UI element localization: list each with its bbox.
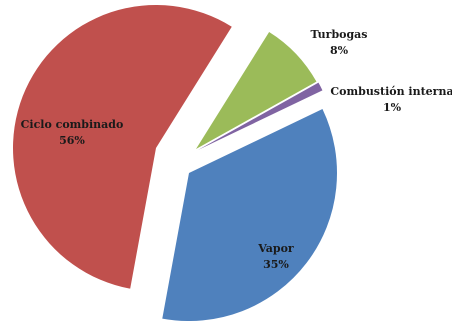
slice-label-turbogas: Turbogas (310, 28, 367, 41)
slice-value-ciclo-combinado: 56% (59, 134, 85, 147)
pie-slice-combustion-interna (198, 82, 323, 150)
slice-value-combustion-interna: 1% (383, 101, 402, 114)
slice-value-turbogas: 8% (330, 44, 349, 57)
pie-slice-turbogas (196, 31, 317, 149)
slice-value-vapor: 35% (263, 258, 289, 271)
labels-layer: Ciclo combinado 56% Turbogas 8% Combustión i… (21, 28, 452, 271)
slice-label-ciclo-combinado: Ciclo combinado (21, 118, 124, 131)
slice-label-combustion-interna: Combustión interna (330, 85, 452, 98)
pie-slice-vapor (162, 109, 338, 322)
pie-slice-ciclo-combinado (12, 4, 232, 289)
slices-layer (12, 4, 338, 322)
slice-label-vapor: Vapor (257, 242, 294, 255)
